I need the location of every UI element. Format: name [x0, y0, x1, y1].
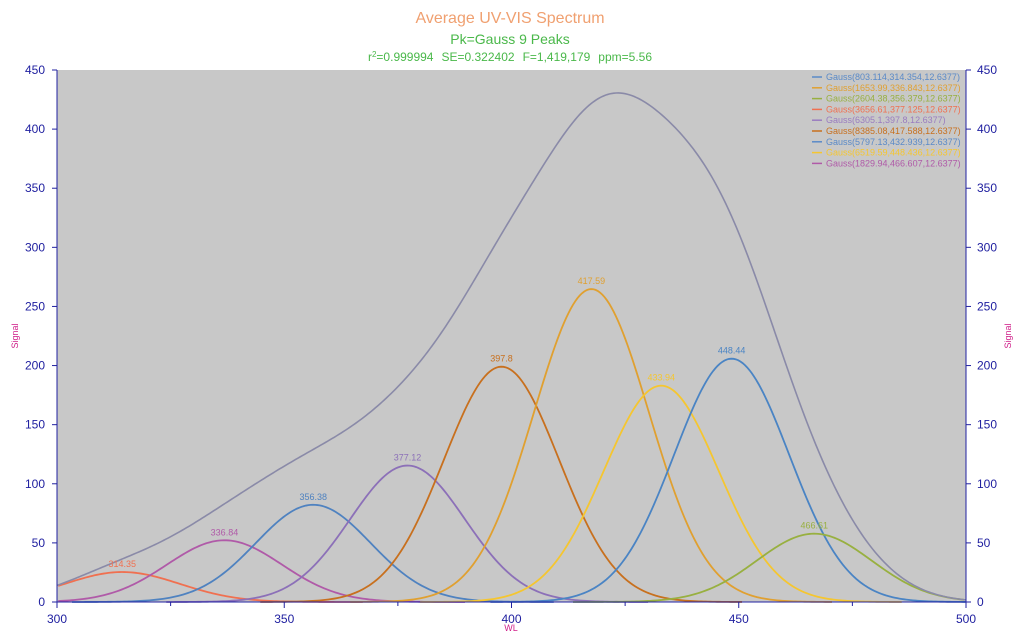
- x-tick-label: 300: [47, 612, 67, 626]
- y-tick-label-right: 50: [977, 536, 991, 550]
- ticks: 0 0 50 50 100 100 150 150 200 200 250 250 300 300 350 3…: [25, 63, 997, 626]
- component-curve: [419, 384, 902, 603]
- x-tick-label: 400: [501, 612, 521, 626]
- y-tick-label: 300: [25, 240, 45, 254]
- peak-label: 433.94: [647, 373, 675, 383]
- peak-label: 397.8: [490, 354, 513, 364]
- y-tick-label-right: 0: [977, 595, 984, 609]
- legend-entry: Gauss(5797.13,432.939,12.6377): [826, 137, 961, 147]
- y-tick-label-right: 150: [977, 418, 997, 432]
- peak-label: 314.35: [108, 559, 136, 569]
- y-tick-label-right: 400: [977, 122, 997, 136]
- legend-entry: Gauss(6519.59,448.436,12.6377): [826, 148, 961, 158]
- legend-entry: Gauss(8385.08,417.588,12.6377): [826, 126, 961, 136]
- peak-label: 356.38: [299, 492, 327, 502]
- component-curve: [71, 503, 554, 603]
- y-tick-label-right: 250: [977, 299, 997, 313]
- component-curve: [166, 464, 649, 603]
- peak-label: 377.12: [394, 453, 422, 463]
- peak-label: 336.84: [211, 527, 239, 537]
- y-tick-label: 350: [25, 181, 45, 195]
- stats-r2-sup: 2: [372, 50, 377, 59]
- x-tick-label: 350: [274, 612, 294, 626]
- y-tick-label: 150: [25, 418, 45, 432]
- legend-entry: Gauss(1653.99,336.843,12.6377): [826, 83, 961, 93]
- y-tick-label-right: 350: [977, 181, 997, 195]
- y-tick-label: 400: [25, 122, 45, 136]
- x-tick-label: 500: [956, 612, 976, 626]
- y-tick-label-right: 300: [977, 240, 997, 254]
- y-axis-label-right: Signal: [1003, 323, 1013, 348]
- legend: Gauss(803.114,314.354,12.6377)Gauss(1653…: [812, 72, 961, 168]
- stats-r2-label: r: [368, 50, 372, 64]
- stats-ppm: ppm=5.56: [598, 50, 652, 64]
- peak-label: 448.44: [718, 346, 746, 356]
- chart-title: Average UV-VIS Spectrum: [415, 10, 604, 27]
- stats-r2-value: =0.999994: [376, 50, 433, 64]
- y-tick-label: 200: [25, 359, 45, 373]
- x-axis-label: WL: [504, 623, 518, 633]
- legend-entry: Gauss(2604.38,356.379,12.6377): [826, 94, 961, 104]
- peak-labels: 314.35 336.84 356.38 377.12 397.8 417.59 433.9…: [108, 276, 828, 569]
- y-tick-label: 450: [25, 63, 45, 77]
- stats-se: SE=0.322402: [441, 50, 514, 64]
- component-curve: [490, 357, 966, 603]
- y-axis-label-left: Signal: [10, 323, 20, 348]
- legend-entry: Gauss(3656.61,377.125,12.6377): [826, 104, 961, 114]
- y-tick-label: 50: [32, 536, 46, 550]
- chart-subtitle: Pk=Gauss 9 Peaks: [450, 31, 569, 47]
- component-curve: [572, 532, 964, 603]
- y-tick-label-right: 450: [977, 63, 997, 77]
- component-curve: [260, 365, 743, 603]
- y-tick-label-right: 100: [977, 477, 997, 491]
- legend-entry: Gauss(6305.1,397.8,12.6377): [826, 115, 946, 125]
- component-curves: [57, 288, 966, 603]
- y-tick-label-right: 200: [977, 359, 997, 373]
- peak-label: 417.59: [578, 276, 606, 286]
- x-tick-label: 450: [729, 612, 749, 626]
- y-tick-label: 100: [25, 477, 45, 491]
- peak-label: 466.61: [800, 521, 828, 531]
- component-curve: [350, 288, 832, 603]
- stats-f: F=1,419,179: [523, 50, 591, 64]
- y-tick-label: 0: [38, 595, 45, 609]
- legend-entry: Gauss(1829.94,466.607,12.6377): [826, 158, 961, 168]
- legend-entry: Gauss(803.114,314.354,12.6377): [826, 72, 960, 82]
- chart-stats: r2=0.999994 SE=0.322402 F=1,419,179 ppm=5.5…: [368, 50, 652, 64]
- y-tick-label: 250: [25, 299, 45, 313]
- sum-curve: [56, 92, 967, 601]
